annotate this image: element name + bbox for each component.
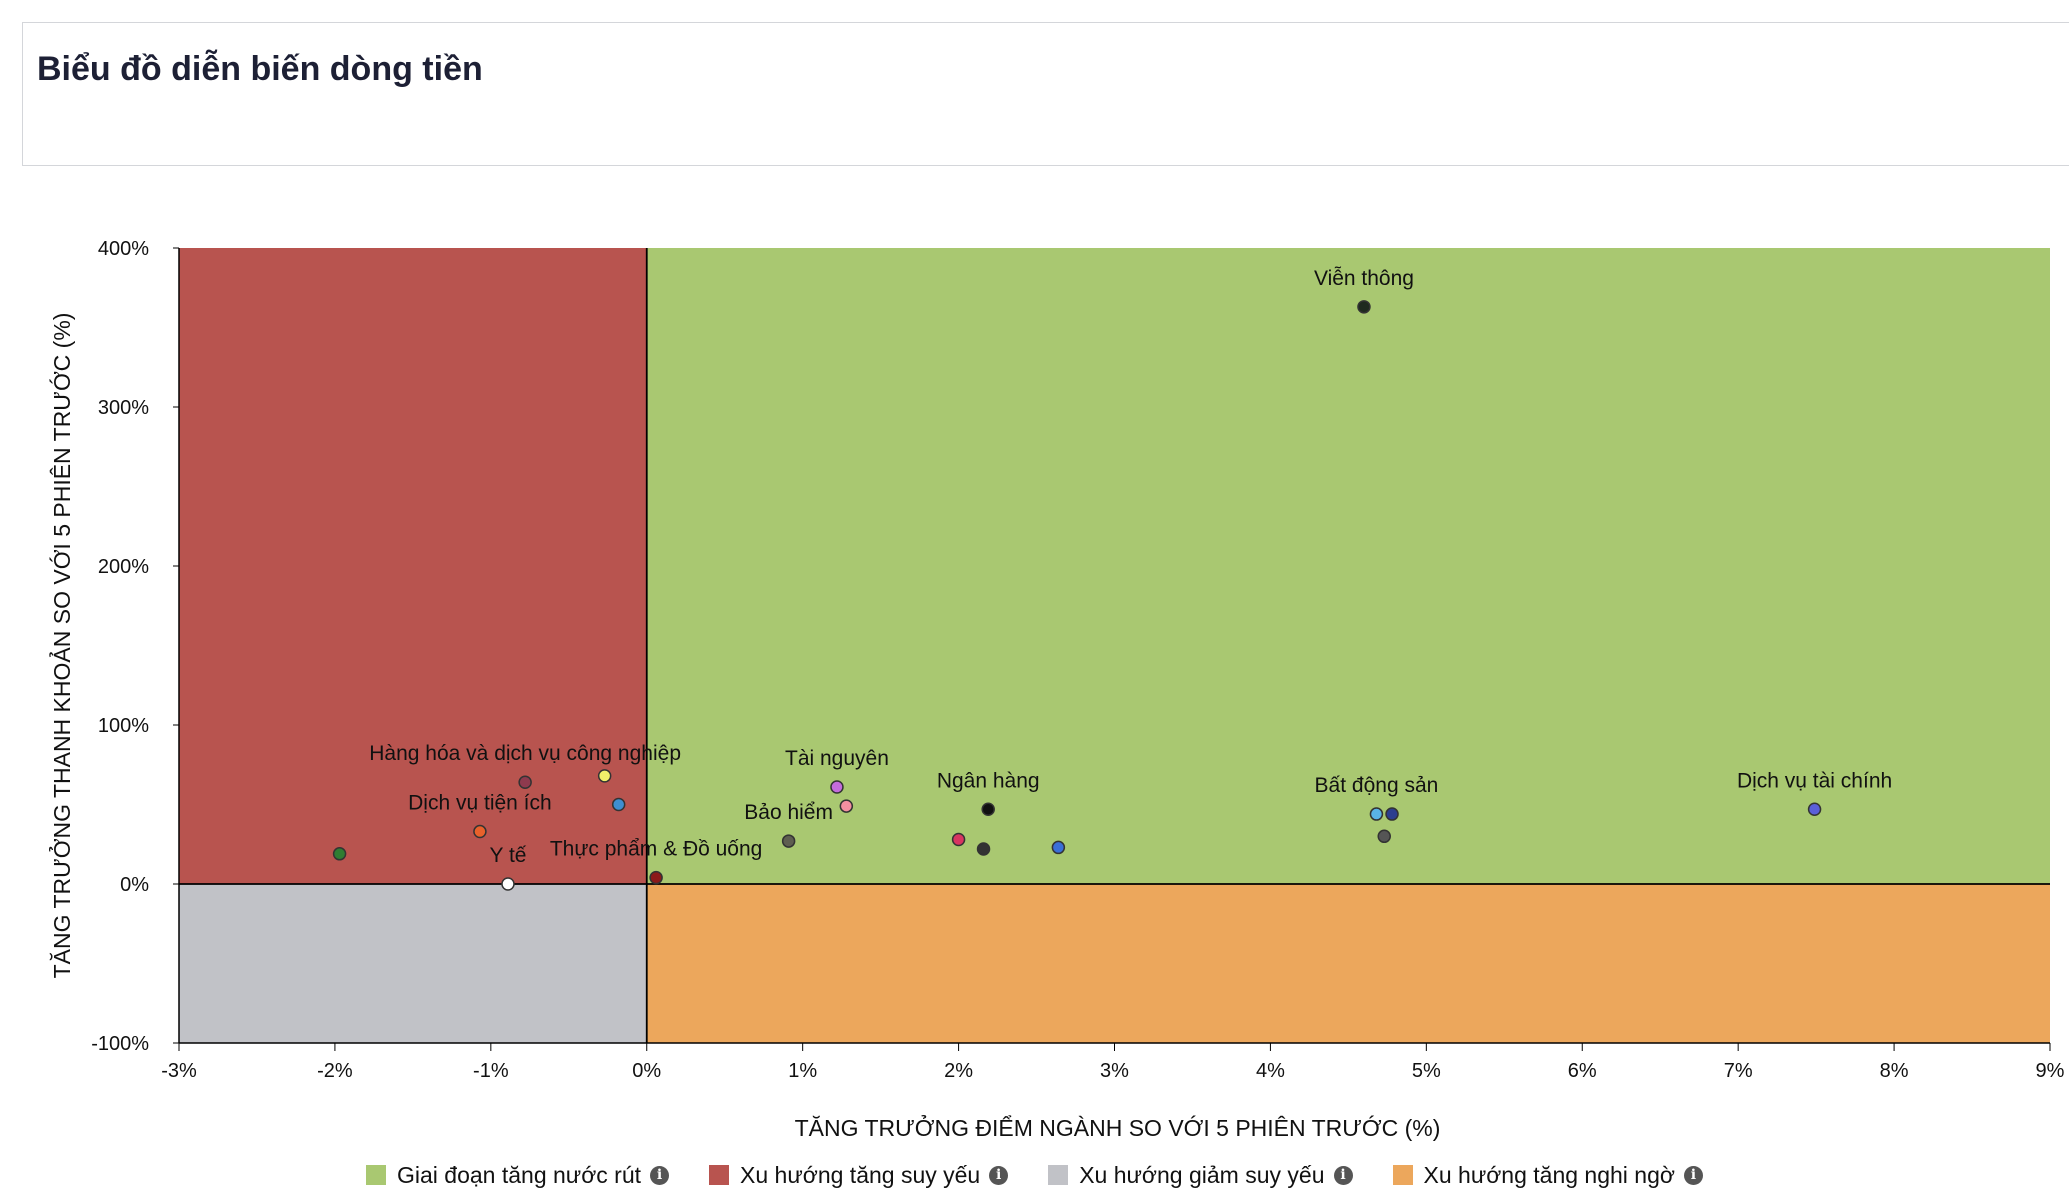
point-label: Y tế — [489, 844, 526, 867]
region-3 — [646, 884, 2050, 1043]
data-point[interactable] — [830, 780, 844, 794]
data-point[interactable] — [649, 870, 663, 885]
x-tick-label: 2% — [944, 1060, 973, 1082]
data-point[interactable] — [1385, 807, 1399, 821]
y-tick-label: -100% — [91, 1033, 149, 1055]
point-label: Tài nguyên — [785, 747, 889, 770]
x-tick-label: 4% — [1256, 1060, 1285, 1082]
page-title: Biểu đồ diễn biến dòng tiền — [37, 50, 483, 88]
y-axis-title: TĂNG TRƯỞNG THANH KHOẢN SO VỚI 5 PHIÊN T… — [47, 313, 75, 979]
legend-label: Xu hướng tăng nghi ngờ — [1423, 1161, 1675, 1188]
data-point[interactable] — [1377, 829, 1391, 844]
legend-item-0[interactable]: Giai đoạn tăng nước rút i — [366, 1161, 670, 1189]
legend-item-3[interactable]: Xu hướng tăng nghi ngờ i — [1392, 1161, 1703, 1189]
point-label: Thực phẩm & Đồ uống — [550, 838, 763, 861]
chart-legend: Giai đoạn tăng nước rút i Xu hướng tăng su… — [0, 1155, 2069, 1195]
info-icon[interactable]: i — [989, 1165, 1009, 1185]
region-0 — [646, 248, 2050, 884]
data-point[interactable] — [332, 847, 347, 861]
legend-swatch — [1048, 1165, 1069, 1185]
legend-label: Xu hướng giảm suy yếu — [1079, 1161, 1325, 1188]
data-point[interactable] — [473, 824, 487, 839]
point-label: Hàng hóa và dịch vụ công nghiệp — [369, 742, 681, 765]
point-label: Bảo hiểm — [744, 801, 833, 824]
info-icon[interactable]: i — [650, 1165, 670, 1185]
point-label: Dịch vụ tiện ích — [408, 792, 552, 815]
x-tick-label: 3% — [1100, 1060, 1129, 1082]
data-point[interactable] — [976, 842, 991, 856]
x-tick-label: 5% — [1412, 1060, 1441, 1082]
point-label: Dịch vụ tài chính — [1737, 769, 1892, 792]
y-tick-label: 400% — [98, 238, 149, 260]
data-point[interactable] — [611, 797, 626, 812]
data-points — [332, 300, 1822, 891]
x-tick-label: 8% — [1880, 1060, 1909, 1082]
data-point[interactable] — [597, 769, 612, 783]
legend-item-1[interactable]: Xu hướng tăng suy yếu i — [709, 1161, 1009, 1189]
x-tick-label: -1% — [473, 1060, 509, 1082]
y-tick-label: 0% — [120, 874, 149, 896]
y-tick-label: 300% — [98, 397, 149, 419]
y-tick-label: 100% — [98, 715, 149, 737]
x-tick-label: 0% — [632, 1060, 661, 1082]
x-tick-label: -3% — [161, 1060, 197, 1082]
legend-item-2[interactable]: Xu hướng giảm suy yếu i — [1048, 1161, 1353, 1189]
info-icon[interactable]: i — [1683, 1165, 1703, 1185]
data-point[interactable] — [1357, 300, 1371, 314]
data-point[interactable] — [518, 775, 532, 789]
x-tick-label: 7% — [1724, 1060, 1753, 1082]
x-tick-label: 1% — [788, 1060, 817, 1082]
data-point[interactable] — [1369, 807, 1384, 821]
legend-label: Giai đoạn tăng nước rút — [397, 1161, 642, 1188]
x-axis-title: TĂNG TRƯỞNG ĐIỂM NGÀNH SO VỚI 5 PHIÊN TR… — [795, 1113, 1441, 1141]
legend-swatch — [709, 1165, 730, 1185]
y-tick-label: 200% — [98, 556, 149, 578]
chart-header-card — [22, 22, 2069, 166]
data-point[interactable] — [501, 877, 515, 891]
data-point[interactable] — [951, 832, 966, 847]
point-labels: Viễn thông Hàng hóa và dịch vụ công nghiệ… — [369, 267, 1892, 867]
region-2 — [179, 884, 647, 1043]
info-icon[interactable]: i — [1333, 1165, 1353, 1185]
chart-axes: -3% -2% -1% 0% 1% 2% 3% 4% 5% 6% 7% 8% 9% -100% 0% 100%… — [91, 238, 2064, 1082]
data-point[interactable] — [981, 802, 995, 817]
point-label: Ngân hàng — [937, 769, 1040, 792]
x-tick-label: 9% — [2036, 1060, 2065, 1082]
data-point[interactable] — [781, 834, 796, 848]
legend-swatch — [366, 1165, 387, 1185]
point-label: Bất động sản — [1315, 774, 1439, 797]
point-label: Viễn thông — [1314, 267, 1414, 290]
data-point[interactable] — [839, 799, 854, 813]
legend-label: Xu hướng tăng suy yếu — [740, 1161, 981, 1188]
data-point[interactable] — [1807, 802, 1822, 817]
quadrant-regions — [179, 248, 2050, 1043]
scatter-chart: -3% -2% -1% 0% 1% 2% 3% 4% 5% 6% 7% 8% 9% -100% 0% 100%… — [47, 238, 2065, 1141]
data-point[interactable] — [1051, 840, 1066, 855]
x-tick-label: 6% — [1568, 1060, 1597, 1082]
x-tick-label: -2% — [317, 1060, 353, 1082]
legend-swatch — [1392, 1165, 1413, 1185]
region-1 — [179, 248, 647, 884]
